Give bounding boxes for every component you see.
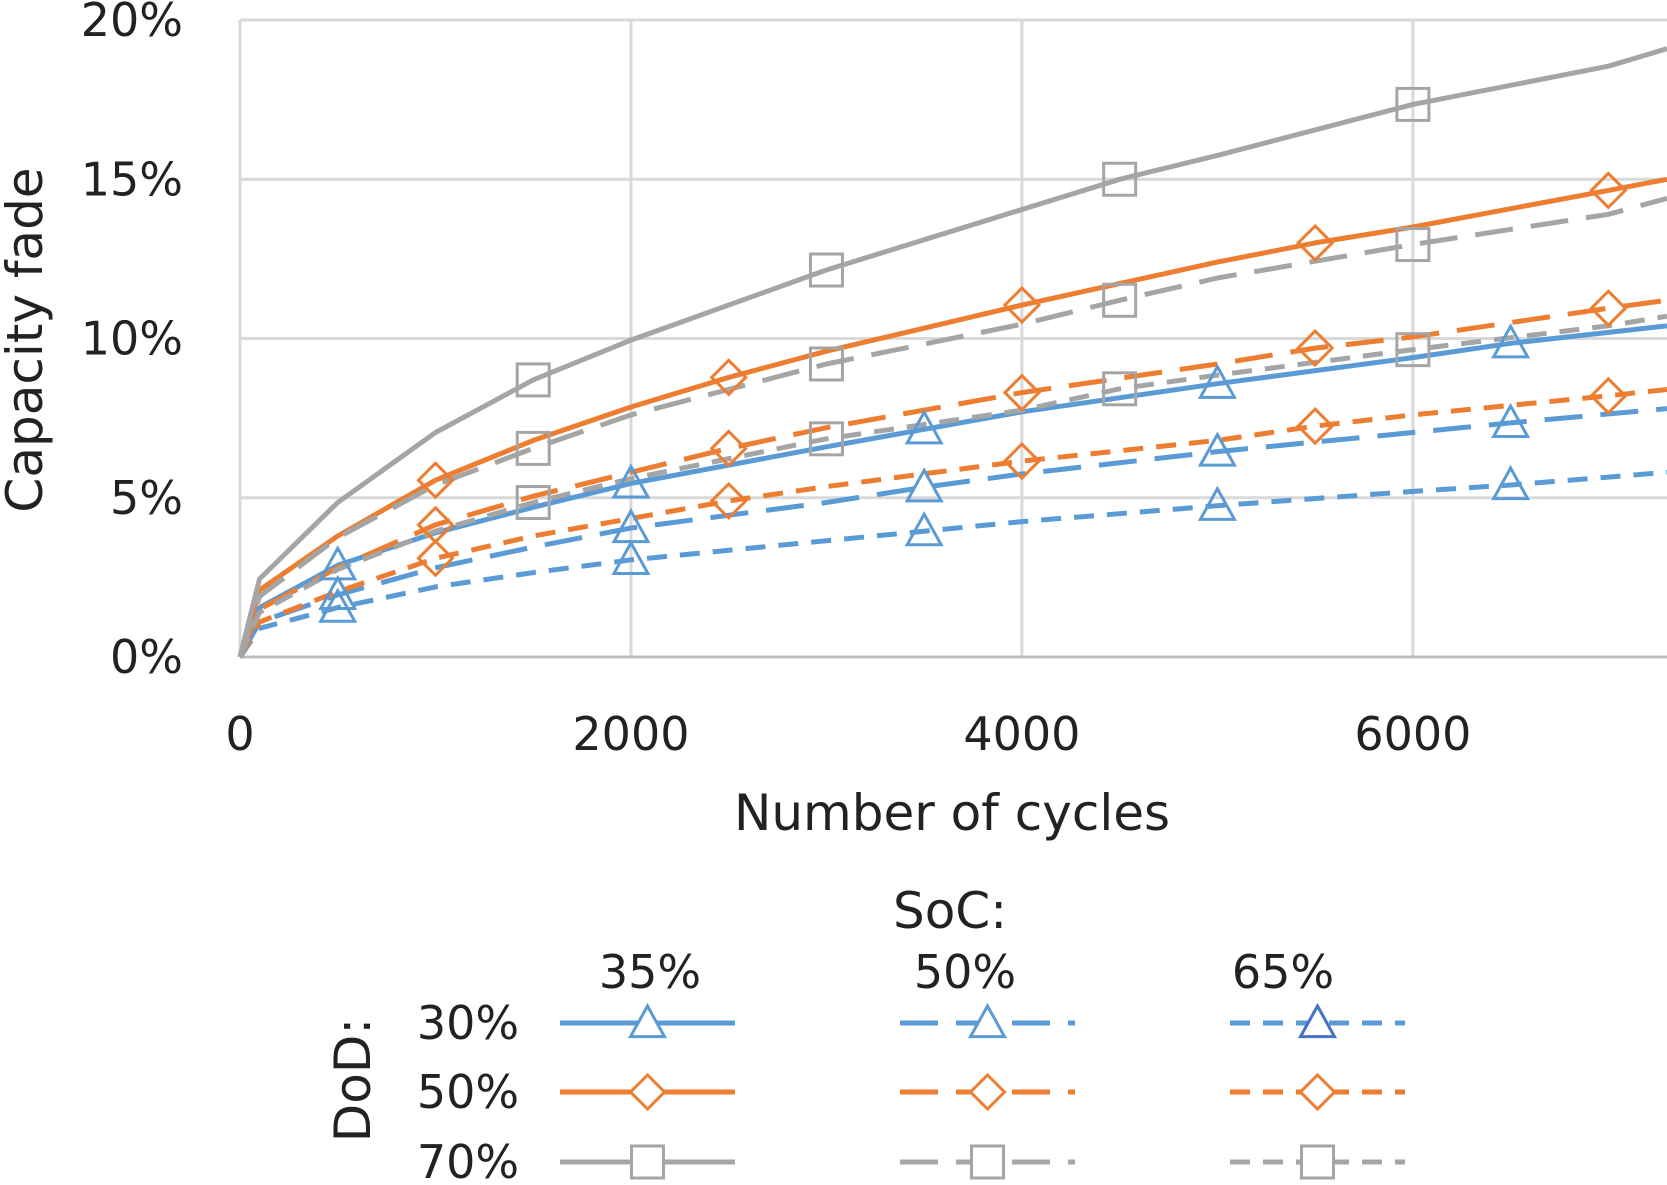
diamond-marker [709,358,748,397]
square-marker [1395,227,1431,263]
triangle-marker [611,463,651,499]
y-tick-label: 10% [81,312,183,366]
tick-labels: 0 2000 4000 6000 0% 5% 10% 15% 20% [81,0,1472,761]
legend-soc-50: 50% [914,945,1016,999]
y-tick-label: 20% [81,0,183,47]
diamond-marker [1296,223,1335,263]
diamond-marker [1589,289,1628,328]
x-tick-label: 4000 [963,707,1080,761]
series-markers [318,86,1628,623]
legend-dod-70: 70% [417,1135,519,1185]
legend-dod-title: DoD: [324,1018,382,1142]
square-marker [808,421,844,457]
diamond-marker [1002,442,1042,481]
x-tick-label: 2000 [572,707,689,761]
triangle-marker [1197,431,1237,467]
triangle-marker [318,587,358,623]
square-marker [1102,282,1138,318]
x-tick-label: 6000 [1354,707,1471,761]
legend-swatches [560,1002,1405,1180]
diamond-marker [1002,285,1042,325]
legend-soc-35: 35% [599,945,701,999]
diamond-marker [1296,406,1335,446]
legend-diamond-marker [968,1072,1007,1112]
square-marker [808,252,844,288]
legend-soc-title: SoC: [893,882,1007,940]
y-tick-label: 5% [110,471,183,525]
square-marker [1395,86,1431,122]
diamond-marker [416,461,455,500]
legend-diamond-marker [628,1072,667,1112]
diamond-marker [1296,328,1335,368]
x-axis-title: Number of cycles [734,784,1170,842]
legend-diamond-marker [1298,1072,1337,1112]
legend-triangle-marker [967,1002,1008,1039]
y-tick-label: 15% [81,152,183,206]
triangle-marker [1197,485,1237,521]
diamond-marker [709,429,748,468]
legend-square-marker [630,1144,665,1180]
triangle-marker [904,511,944,547]
legend-triangle-marker [627,1002,668,1039]
legend-square-marker [1300,1144,1335,1180]
series-line-dod70-soc65 [237,313,1667,659]
series-line-dod70-soc35 [237,46,1667,658]
legend-square-marker [970,1144,1005,1180]
square-marker [515,485,551,521]
legend-dod-50: 50% [417,1065,519,1119]
square-marker [808,346,844,382]
legend-soc-65: 65% [1232,945,1334,999]
square-marker [515,430,551,466]
triangle-marker [1197,363,1237,399]
series-line-dod30-soc35 [237,323,1667,658]
series-line-dod70-soc50 [237,195,1667,658]
triangle-marker [1491,402,1531,439]
diamond-marker [1589,171,1628,210]
diamond-marker [1002,373,1042,412]
legend-dod-30: 30% [417,996,519,1050]
square-marker [1395,332,1431,368]
square-marker [1102,371,1138,407]
triangle-marker [904,467,944,503]
series-lines [237,46,1667,659]
triangle-marker [1491,323,1531,359]
legend: SoC: DoD: 35% 50% 65% 30% 50% 70% [324,882,1405,1185]
series-line-dod50-soc65 [237,387,1667,659]
y-axis-title: Capacity fade [0,167,54,512]
triangle-marker [904,409,944,445]
legend-triangle-marker [1297,1002,1338,1039]
series-line-dod30-soc50 [237,406,1667,659]
triangle-marker [318,574,358,610]
square-marker [1102,161,1138,197]
triangle-marker [1491,464,1531,501]
diamond-marker [709,481,748,521]
x-tick-label: 0 [225,707,254,761]
square-marker [515,362,551,398]
triangle-marker [611,539,651,575]
diamond-marker [1589,376,1628,415]
diamond-marker [416,539,455,578]
y-tick-label: 0% [110,630,183,684]
